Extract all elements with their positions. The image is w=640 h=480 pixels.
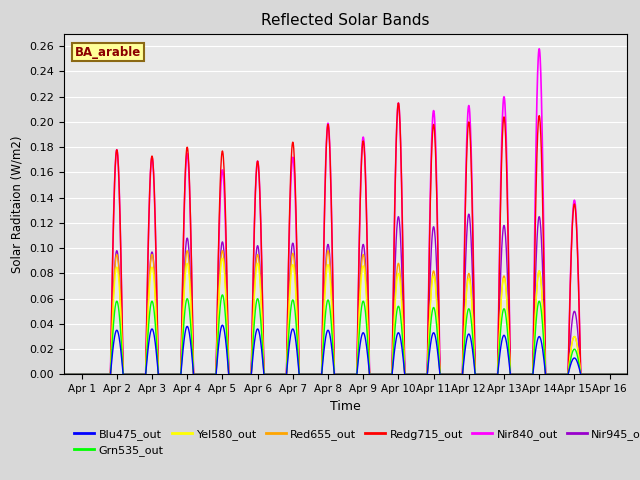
Blu475_out <box>623 372 631 377</box>
Redg715_out <box>623 372 631 377</box>
Nir945_out <box>60 372 68 377</box>
Red655_out <box>146 269 154 275</box>
Grn535_out <box>219 292 227 298</box>
Line: Yel580_out: Yel580_out <box>64 258 627 374</box>
Nir840_out <box>214 279 222 285</box>
Yel580_out <box>397 286 404 291</box>
Blu475_out <box>60 372 68 377</box>
Redg715_out <box>463 146 471 152</box>
Yel580_out <box>219 255 227 261</box>
Red655_out <box>470 333 477 338</box>
Yel580_out <box>60 372 68 377</box>
Blu475_out <box>463 336 471 341</box>
Redg715_out <box>60 372 68 377</box>
Yel580_out <box>623 372 631 377</box>
Nir840_out <box>536 46 543 52</box>
Red655_out <box>623 372 631 377</box>
Nir945_out <box>470 310 477 316</box>
Grn535_out <box>463 313 471 319</box>
Yel580_out <box>146 280 154 286</box>
Yel580_out <box>463 286 471 292</box>
X-axis label: Time: Time <box>330 400 361 413</box>
Redg715_out <box>394 100 403 106</box>
Nir840_out <box>60 372 68 377</box>
Line: Redg715_out: Redg715_out <box>64 103 627 374</box>
Yel580_out <box>214 319 222 324</box>
Blu475_out <box>214 349 222 355</box>
Red655_out <box>463 282 471 288</box>
Grn535_out <box>397 313 404 319</box>
Nir840_out <box>463 142 470 148</box>
Nir945_out <box>214 312 222 317</box>
Red655_out <box>214 307 222 312</box>
Line: Nir840_out: Nir840_out <box>64 49 627 374</box>
Red655_out <box>397 277 404 283</box>
Red655_out <box>393 273 401 278</box>
Yel580_out <box>393 282 401 288</box>
Blu475_out <box>393 335 401 340</box>
Grn535_out <box>146 309 154 315</box>
Red655_out <box>60 372 68 377</box>
Red655_out <box>183 248 191 253</box>
Redg715_out <box>146 185 154 191</box>
Nir840_out <box>146 186 154 192</box>
Redg715_out <box>392 140 400 146</box>
Nir945_out <box>146 267 154 273</box>
Blu475_out <box>146 333 154 338</box>
Nir840_out <box>623 372 631 377</box>
Nir945_out <box>396 231 404 237</box>
Blu475_out <box>470 356 477 362</box>
Redg715_out <box>470 275 477 281</box>
Nir840_out <box>396 130 404 135</box>
Legend: Blu475_out, Grn535_out, Yel580_out, Red655_out, Redg715_out, Nir840_out, Nir945_: Blu475_out, Grn535_out, Yel580_out, Red6… <box>70 424 640 460</box>
Redg715_out <box>397 140 404 146</box>
Nir945_out <box>465 211 473 217</box>
Grn535_out <box>60 372 68 377</box>
Nir840_out <box>469 250 477 255</box>
Nir945_out <box>392 237 400 243</box>
Nir945_out <box>463 235 470 240</box>
Title: Reflected Solar Bands: Reflected Solar Bands <box>261 13 430 28</box>
Line: Nir945_out: Nir945_out <box>64 214 627 374</box>
Blu475_out <box>397 336 404 342</box>
Grn535_out <box>393 311 401 316</box>
Text: BA_arable: BA_arable <box>76 46 141 59</box>
Redg715_out <box>214 270 222 276</box>
Grn535_out <box>470 347 477 352</box>
Y-axis label: Solar Raditaion (W/m2): Solar Raditaion (W/m2) <box>11 135 24 273</box>
Line: Blu475_out: Blu475_out <box>64 325 627 374</box>
Grn535_out <box>214 336 222 341</box>
Line: Grn535_out: Grn535_out <box>64 295 627 374</box>
Line: Red655_out: Red655_out <box>64 251 627 374</box>
Nir840_out <box>392 140 400 146</box>
Yel580_out <box>470 335 477 341</box>
Grn535_out <box>623 372 631 377</box>
Nir945_out <box>623 372 631 377</box>
Blu475_out <box>219 322 227 328</box>
